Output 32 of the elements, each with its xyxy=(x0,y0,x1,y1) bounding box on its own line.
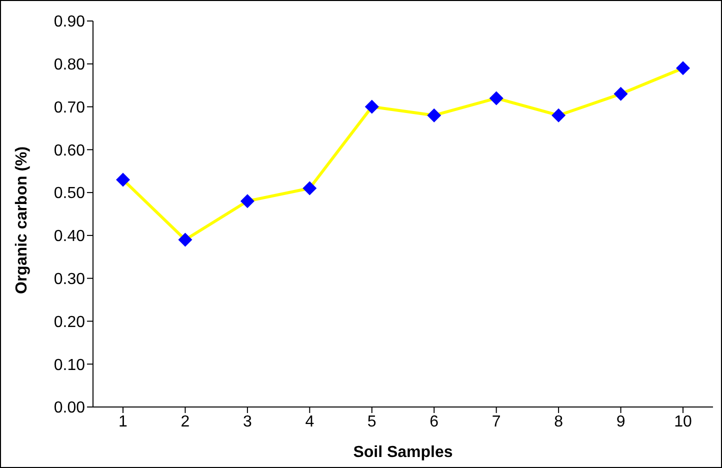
point xyxy=(489,91,504,106)
y-axis-title: Organic carbon (%) xyxy=(14,146,31,294)
y-tick-label: 0.10 xyxy=(54,356,86,374)
point xyxy=(552,108,566,122)
x-tick-label: 6 xyxy=(430,413,439,430)
x-tick-label: 8 xyxy=(554,413,564,430)
point xyxy=(302,181,317,196)
point xyxy=(427,108,442,122)
y-tick-label: 0.80 xyxy=(54,56,86,74)
y-tick-label: 0.30 xyxy=(54,271,86,288)
x-tick-label: 9 xyxy=(616,413,626,430)
x-tick-label: 3 xyxy=(242,413,252,430)
y-tick-label: 0.50 xyxy=(54,185,86,202)
x-tick-label: 5 xyxy=(367,413,376,430)
point xyxy=(116,172,130,187)
x-tick-label: 10 xyxy=(674,413,692,430)
y-tick-label: 0.60 xyxy=(54,142,86,160)
x-tick-label: 2 xyxy=(180,413,190,430)
point xyxy=(364,100,379,114)
point xyxy=(614,86,628,101)
y-tick-label: 0.40 xyxy=(54,228,86,246)
point xyxy=(240,194,254,208)
x-axis-title: Soil Samples xyxy=(353,444,453,461)
y-tick-label: 0.90 xyxy=(54,14,86,31)
x-tick-label: 7 xyxy=(492,413,501,430)
point xyxy=(676,61,690,76)
y-tick-label: 0.00 xyxy=(54,400,86,417)
x-tick-label: 4 xyxy=(305,413,314,430)
point xyxy=(178,232,192,247)
y-tick-label: 0.20 xyxy=(54,314,86,331)
x-tick-label: 1 xyxy=(118,413,128,430)
y-tick-label: 0.70 xyxy=(54,99,86,116)
